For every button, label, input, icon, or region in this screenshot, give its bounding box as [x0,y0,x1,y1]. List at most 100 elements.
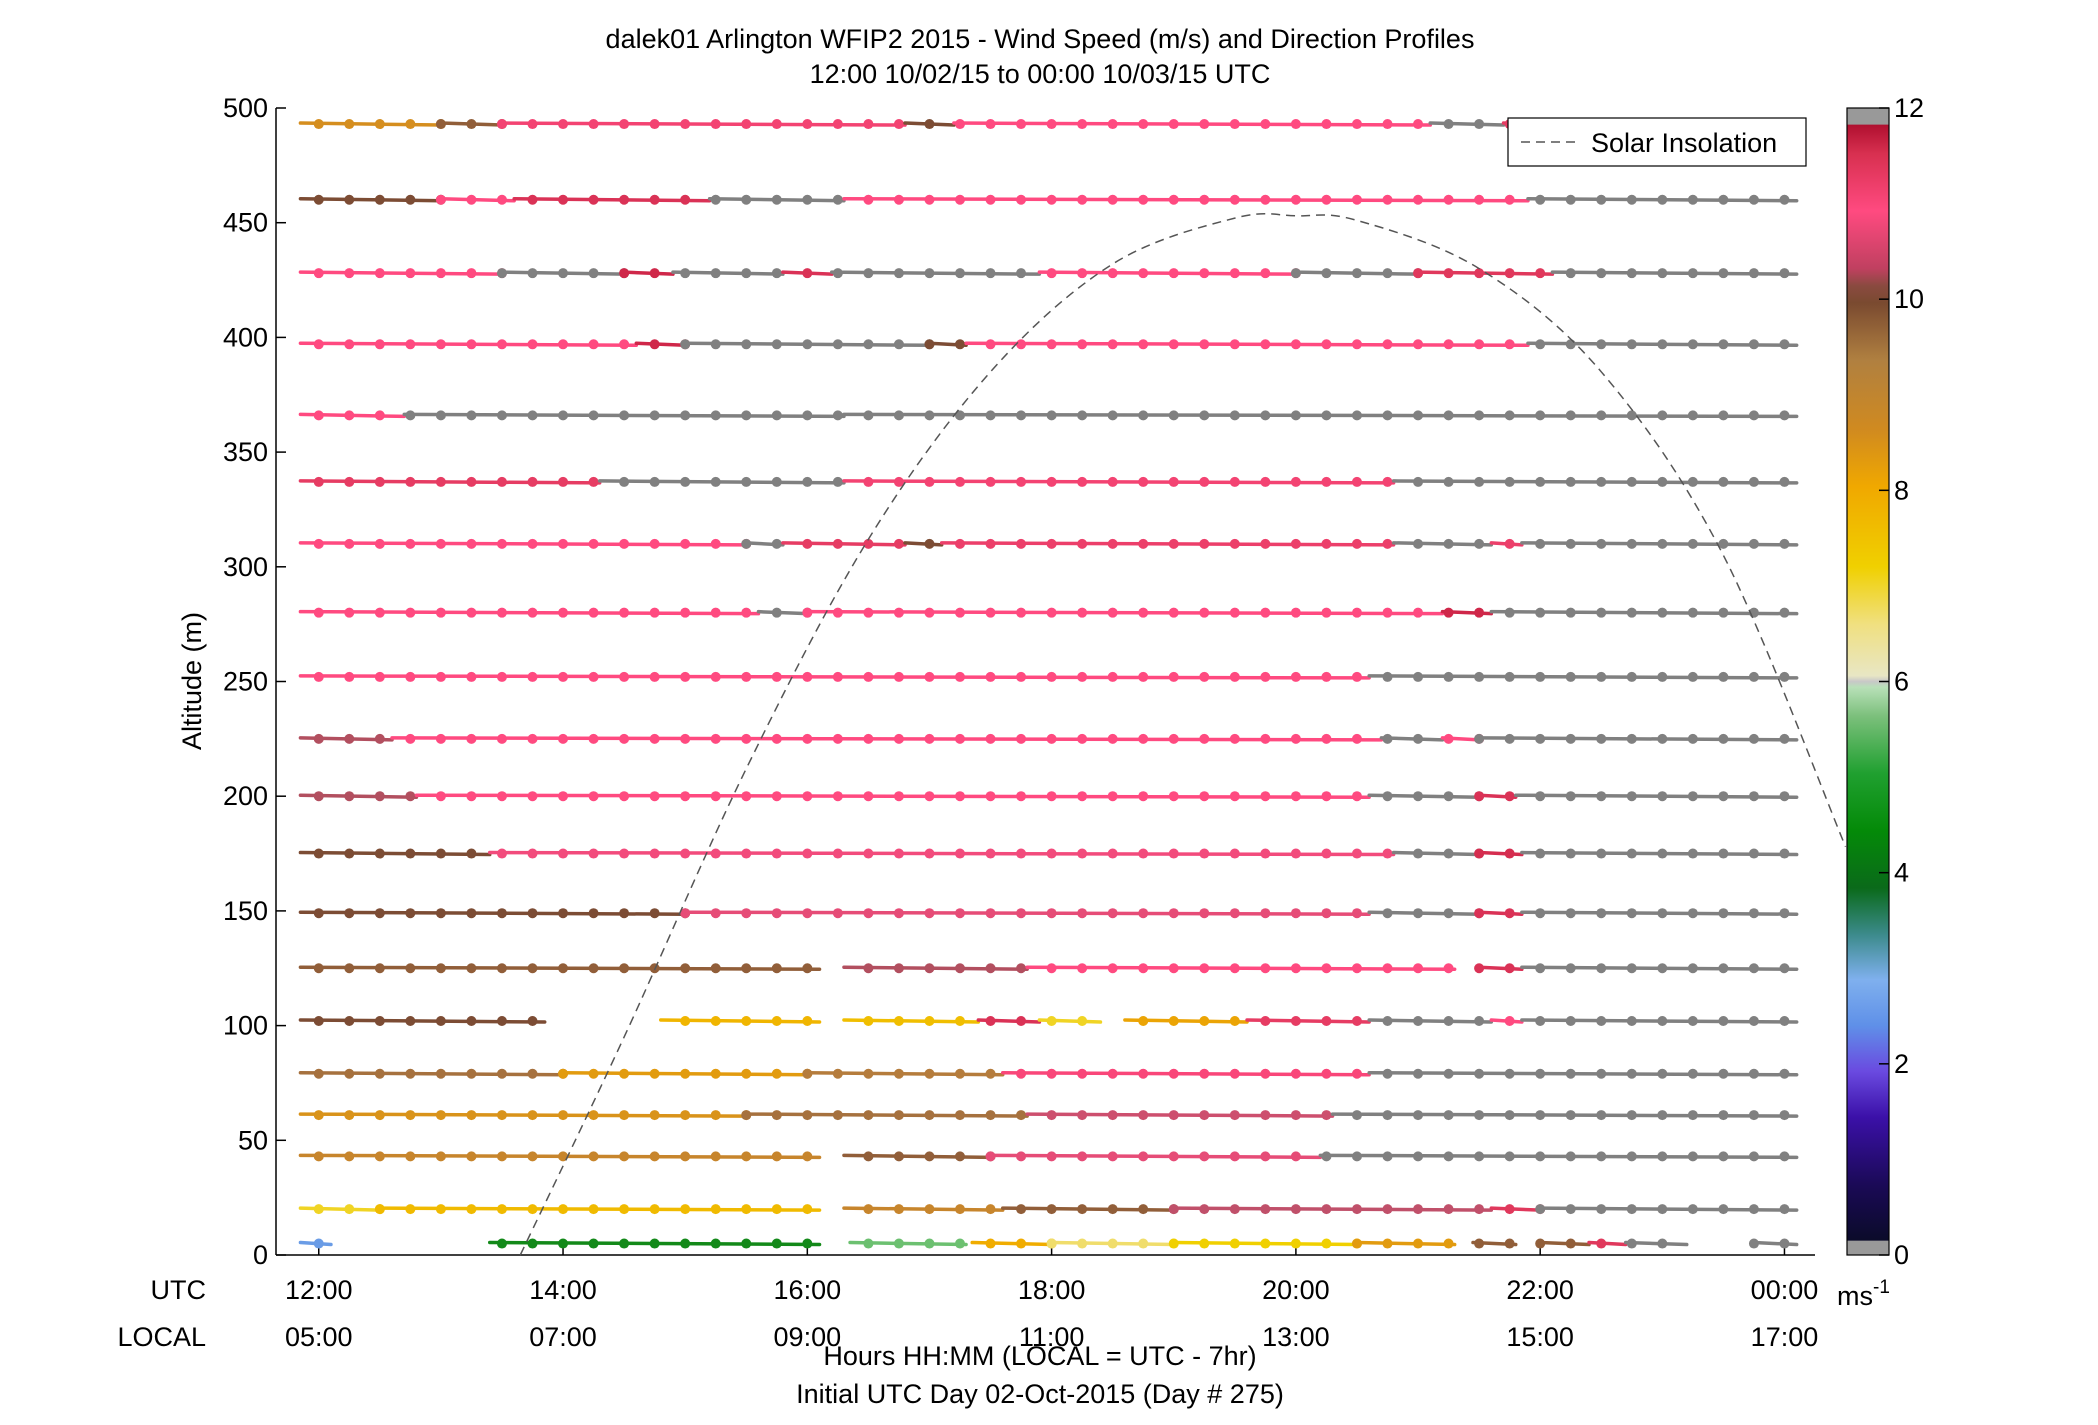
colorbar-tick-label: 10 [1894,284,1924,314]
wind-barb-point [496,607,507,618]
wind-barb-point [1596,607,1607,618]
wind-barb-point [832,268,843,279]
wind-trace [1367,674,1799,680]
wind-barb-point [741,1238,752,1249]
wind-barb-point [1199,1110,1210,1121]
wind-barb-point [1687,410,1698,421]
wind-barb-point [955,848,965,859]
wind-barb-point [313,963,324,974]
wind-barb-point [405,476,416,487]
wind-barb-point [619,476,630,487]
wind-barb-point [527,1151,538,1162]
wind-segment [435,194,516,205]
wind-barb-point [1016,1238,1027,1249]
wind-barb-point [741,410,752,421]
wind-barb-point [619,194,630,205]
wind-barb-point [1077,733,1088,744]
wind-barb-point [496,119,507,130]
wind-barb-point [1107,1204,1118,1215]
wind-barb-point [955,908,965,919]
wind-barb-point [1596,1238,1607,1249]
wind-barb-point [924,268,935,279]
wind-barb-point [1046,1204,1057,1215]
wind-barb-point [588,1238,599,1249]
wind-barb-point [1321,1016,1332,1027]
wind-barb-point [985,1110,996,1121]
colorbar-tick-label: 6 [1894,667,1909,697]
wind-barb-point [313,1151,324,1162]
wind-barb-point [680,791,691,802]
wind-barb-point [1229,194,1240,205]
wind-barb-point [1229,848,1240,859]
wind-segment [1550,268,1799,279]
wind-barb-point [1199,908,1210,919]
wind-barb-point [893,476,904,487]
wind-barb-point [1474,1016,1485,1027]
wind-barb-point [1687,476,1698,487]
wind-barb-point [435,268,446,279]
wind-barb-point [649,733,660,744]
wind-barb-point [1626,671,1637,682]
wind-barb-point [1107,268,1118,279]
colorbar-tick-label: 0 [1894,1240,1909,1270]
wind-barb-point [1474,1110,1485,1121]
wind-barb-point [893,607,904,618]
wind-barb-point [1107,733,1118,744]
wind-barb-point [863,607,874,618]
wind-barb-point [802,410,813,421]
wind-barb-point [1046,194,1057,205]
wind-barb-point [405,1068,416,1079]
wind-barb-point [1626,908,1637,919]
wind-barb-point [1138,538,1149,549]
wind-barb-point [1260,476,1271,487]
x-tick-label-utc: 00:00 [1751,1275,1819,1305]
wind-barb-point [1290,1151,1301,1162]
wind-barb-point [955,119,965,130]
wind-barb-point [832,538,843,549]
wind-segment [488,1238,822,1249]
wind-barb-point [405,848,416,859]
wind-barb-point [496,908,507,919]
wind-barb-point [1046,733,1057,744]
colorbar: 0 2 4 6 8 10 12 ms-1 [1837,93,1924,1311]
wind-barb-point [435,1204,446,1215]
wind-barb-point [1657,1238,1668,1249]
wind-barb-point [1382,268,1393,279]
wind-barb-point [466,339,477,350]
wind-barb-point [802,268,813,279]
wind-barb-point [985,1016,996,1027]
colorbar-tick-label: 8 [1894,475,1909,505]
wind-barb-point [1077,476,1088,487]
legend-solar-label: Solar Insolation [1591,128,1777,158]
wind-barb-point [466,791,477,802]
wind-barb-point [1779,671,1790,682]
wind-barb-point [1351,538,1362,549]
wind-barb-point [1351,908,1362,919]
wind-barb-point [1229,908,1240,919]
wind-barb-point [893,410,904,421]
x-tick-label-utc: 16:00 [774,1275,842,1305]
wind-segment [680,339,935,350]
chart-title: dalek01 Arlington WFIP2 2015 - Wind Spee… [606,24,1475,54]
x-local-row-label: LOCAL [117,1322,206,1352]
wind-barb-point [863,194,874,205]
wind-barb-point [1718,733,1729,744]
wind-barb-point [680,339,691,350]
wind-barb-point [1474,194,1485,205]
wind-barb-point [1351,1110,1362,1121]
wind-barb-point [802,1068,813,1079]
wind-barb-point [863,733,874,744]
wind-barb-point [1199,119,1210,130]
wind-trace [671,270,785,276]
wind-segment [1471,1238,1518,1249]
wind-barb-point [1596,538,1607,549]
wind-barb-point [588,908,599,919]
wind-barb-point [558,607,569,618]
wind-barb-point [649,1204,660,1215]
wind-barb-point [924,848,935,859]
wind-barb-point [1229,1068,1240,1079]
wind-barb-point [710,1238,721,1249]
wind-barb-point [313,194,324,205]
wind-segment [1367,1068,1799,1079]
wind-segment [1318,1151,1799,1162]
